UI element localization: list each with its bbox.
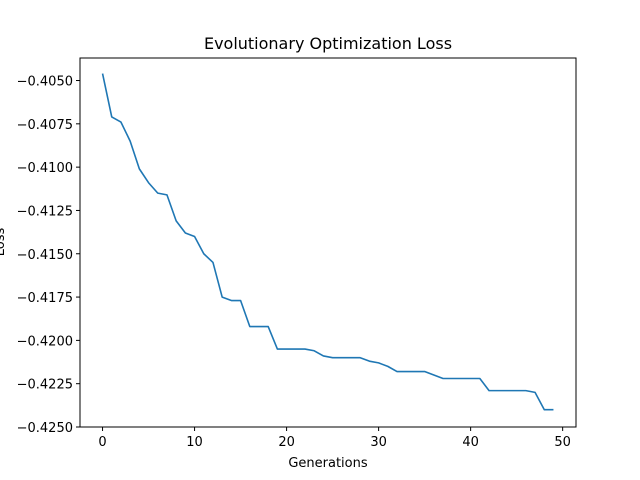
y-tick-label: −0.4150 bbox=[17, 248, 73, 263]
x-tick-label: 40 bbox=[462, 435, 479, 450]
loss-series-line bbox=[101, 73, 554, 411]
y-tick-label: −0.4125 bbox=[17, 204, 73, 219]
y-tick-label: −0.4200 bbox=[17, 334, 73, 349]
plot-frame bbox=[79, 57, 577, 428]
y-tick-label: −0.4175 bbox=[17, 291, 73, 306]
x-axis-label: Generations bbox=[288, 456, 368, 471]
x-tick-label: 50 bbox=[554, 435, 571, 450]
y-axis-label: Loss bbox=[0, 228, 8, 257]
y-tick-label: −0.4250 bbox=[17, 421, 73, 436]
x-tick-label: 0 bbox=[98, 435, 106, 450]
chart-title: Evolutionary Optimization Loss bbox=[204, 34, 452, 53]
y-tick-label: −0.4050 bbox=[17, 75, 73, 90]
x-tick-label: 20 bbox=[278, 435, 295, 450]
x-axis: 0 10 20 30 40 50 bbox=[98, 427, 571, 450]
x-tick-label: 10 bbox=[186, 435, 203, 450]
y-axis: −0.4250 −0.4225 −0.4200 −0.4175 −0.4150 −0.41… bbox=[17, 75, 80, 436]
x-tick-label: 30 bbox=[370, 435, 387, 450]
y-tick-label: −0.4075 bbox=[17, 118, 73, 133]
y-tick-label: −0.4100 bbox=[17, 161, 73, 176]
y-tick-label: −0.4225 bbox=[17, 378, 73, 393]
